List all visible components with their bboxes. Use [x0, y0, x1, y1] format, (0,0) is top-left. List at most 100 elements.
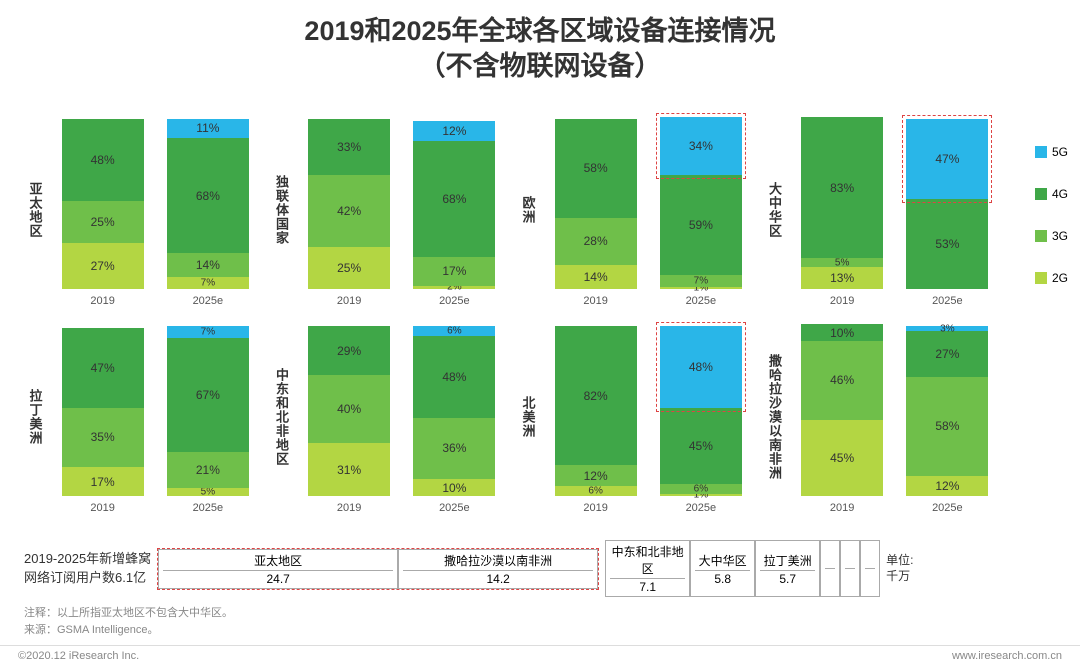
bar-segment: 83%: [801, 117, 883, 258]
segment-label: 12%: [442, 124, 466, 138]
bar-column: 13%5%83%2019: [794, 117, 891, 289]
stacked-bar: 2%17%68%12%: [413, 121, 495, 289]
segment-label: 83%: [830, 181, 854, 195]
bar-segment: 53%: [906, 199, 988, 289]
legend-label: 5G: [1052, 145, 1068, 159]
bar-segment: 59%: [660, 175, 742, 275]
bars-wrap: 27%25%48%20197%14%68%11%2025e: [46, 108, 265, 311]
footer: ©2020.12 iResearch Inc. www.iresearch.co…: [0, 645, 1080, 666]
chart-cell: 欧洲14%28%58%20191%7%59%34%2025e: [517, 108, 758, 311]
segment-label: 34%: [689, 139, 713, 153]
segment-label: 47%: [91, 361, 115, 375]
segment-label: 10%: [830, 326, 854, 340]
bars-wrap: 45%46%10%201912%58%27%3%2025e: [786, 315, 1005, 518]
segment-label: 53%: [935, 237, 959, 251]
segment-label: 31%: [337, 463, 361, 477]
x-axis-label: 2019: [337, 295, 361, 307]
segment-label: 12%: [935, 479, 959, 493]
segment-label: 33%: [337, 140, 361, 154]
bar-segment: 12%: [555, 465, 637, 485]
bar-segment: 27%: [906, 331, 988, 377]
bar-segment: 13%: [801, 267, 883, 289]
table-cell-empty: [820, 540, 840, 597]
segment-label: 40%: [337, 402, 361, 416]
bar-segment: 17%: [62, 467, 144, 496]
bar-segment: 2%: [413, 286, 495, 289]
bar-column: 12%58%27%3%2025e: [899, 326, 996, 496]
bar-column: 2%17%68%12%2025e: [406, 121, 503, 289]
region-label: 中东和北非地区: [271, 315, 293, 518]
bar-segment: 17%: [413, 257, 495, 286]
bottom-highlight-box: 亚太地区24.7撒哈拉沙漠以南非洲14.2: [157, 548, 599, 590]
bar-segment: 58%: [555, 119, 637, 218]
segment-label: 6%: [588, 485, 602, 496]
chart-cell: 亚太地区27%25%48%20197%14%68%11%2025e: [24, 108, 265, 311]
segment-label: 7%: [201, 278, 215, 289]
segment-label: 27%: [91, 259, 115, 273]
bar-column: 1%7%59%34%2025e: [652, 117, 749, 289]
table-cell-empty: [840, 540, 860, 597]
segment-label: 14%: [196, 258, 220, 272]
table-cell: 中东和北非地区7.1: [605, 540, 690, 597]
stacked-bar: 12%58%27%3%: [906, 326, 988, 496]
segment-label: 17%: [442, 264, 466, 278]
segment-label: 45%: [689, 439, 713, 453]
segment-label: 48%: [91, 153, 115, 167]
region-label: 大中华区: [764, 108, 786, 311]
segment-label: 5%: [201, 486, 215, 497]
bar-column: 7%14%68%11%2025e: [159, 119, 256, 289]
footer-right: www.iresearch.com.cn: [952, 650, 1062, 662]
segment-label: 58%: [584, 161, 608, 175]
legend-swatch: [1035, 230, 1047, 242]
segment-label: 59%: [689, 218, 713, 232]
bar-segment: 58%: [906, 377, 988, 476]
bars-wrap: 17%35%47%20195%21%67%7%2025e: [46, 315, 265, 518]
x-axis-label: 2019: [90, 502, 114, 514]
legend: 5G4G3G2G: [1035, 145, 1068, 313]
segment-label: 6%: [694, 484, 708, 495]
stacked-bar: 53%47%: [906, 119, 988, 289]
segment-label: 13%: [830, 271, 854, 285]
bottom-unit: 单位: 千万: [886, 553, 913, 584]
bar-segment: 67%: [167, 338, 249, 452]
bar-segment: 48%: [660, 326, 742, 408]
bar-segment: 48%: [413, 336, 495, 418]
bars-wrap: 25%42%33%20192%17%68%12%2025e: [293, 108, 512, 311]
chart-cell: 大中华区13%5%83%201953%47%2025e: [764, 108, 1005, 311]
segment-label: 29%: [337, 344, 361, 358]
table-cell: 大中华区5.8: [690, 540, 755, 597]
bar-segment: 25%: [308, 247, 390, 290]
table-cell-empty: [860, 540, 880, 597]
bar-segment: 34%: [660, 117, 742, 175]
bar-column: 14%28%58%2019: [547, 119, 644, 289]
bar-column: 5%21%67%7%2025e: [159, 326, 256, 496]
table-cell: 撒哈拉沙漠以南非洲14.2: [398, 549, 598, 589]
x-axis-label: 2019: [583, 295, 607, 307]
bar-column: 31%40%29%2019: [301, 326, 398, 496]
bottom-plain-cells: 中东和北非地区7.1大中华区5.8拉丁美洲5.7: [605, 540, 880, 597]
x-axis-label: 2025e: [932, 502, 963, 514]
segment-label: 45%: [830, 451, 854, 465]
x-axis-label: 2025e: [439, 295, 470, 307]
stacked-bar: 45% 46%10%: [801, 324, 883, 496]
bar-segment: 45%: [660, 408, 742, 485]
legend-swatch: [1035, 188, 1047, 200]
bar-segment: 7%: [167, 326, 249, 338]
bar-segment: 6%: [660, 484, 742, 494]
bar-segment: 42%: [308, 175, 390, 246]
bars-wrap: 13%5%83%201953%47%2025e: [786, 108, 1005, 311]
bar-segment: 14%: [167, 253, 249, 277]
legend-item: 4G: [1035, 187, 1068, 201]
segment-label: 6%: [447, 326, 461, 337]
segment-label: 25%: [337, 261, 361, 275]
x-axis-label: 2019: [90, 295, 114, 307]
charts-grid: 亚太地区27%25%48%20197%14%68%11%2025e独联体国家25…: [24, 108, 1004, 518]
table-cell: 拉丁美洲5.7: [755, 540, 820, 597]
bar-segment: 46%: [801, 341, 883, 419]
stacked-bar: 10%36%48%6%: [413, 326, 495, 496]
segment-label: 68%: [196, 189, 220, 203]
bar-segment: 6%: [555, 486, 637, 496]
x-axis-label: 2025e: [686, 502, 717, 514]
segment-label: 48%: [689, 360, 713, 374]
bar-segment: 40%: [308, 375, 390, 443]
